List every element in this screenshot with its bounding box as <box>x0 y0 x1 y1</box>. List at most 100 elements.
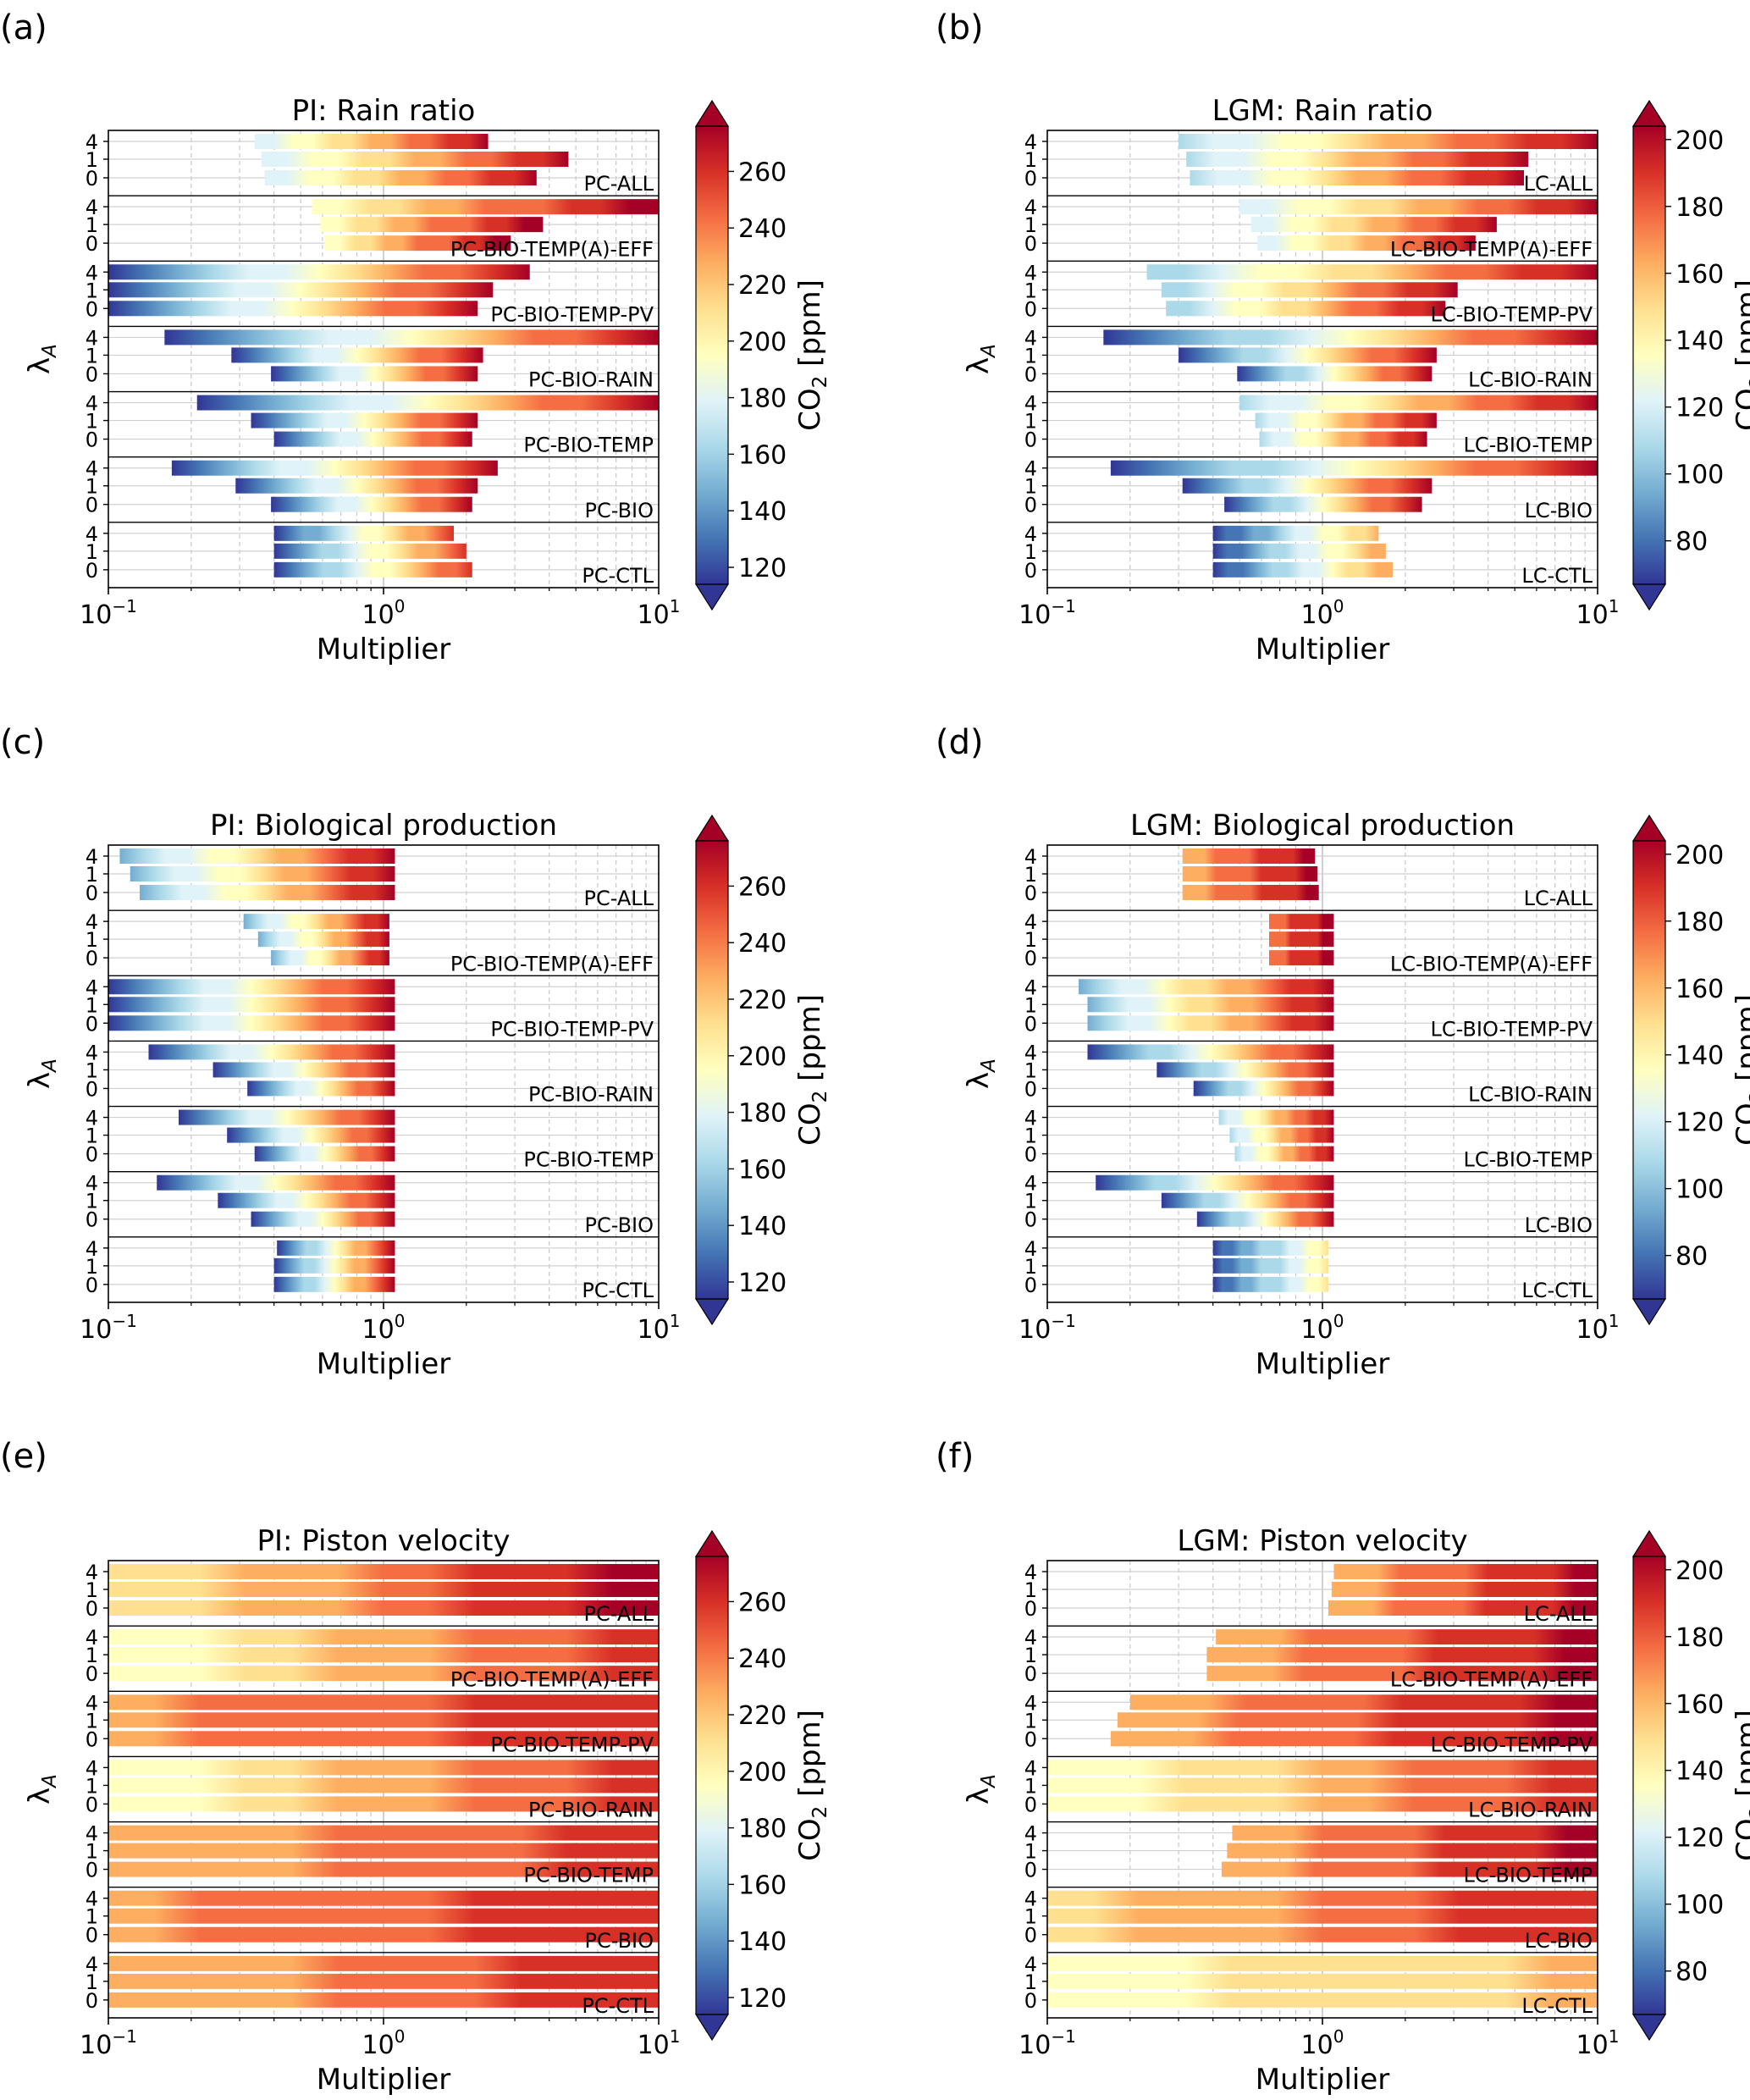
data-bar <box>1161 282 1458 298</box>
group-label: LC-BIO-TEMP(A)-EFF <box>1390 952 1593 975</box>
group-label: LC-ALL <box>1524 172 1593 196</box>
y-axis-label-sub: A <box>978 1774 1000 1789</box>
panel-letter: (c) <box>0 723 45 762</box>
data-bar <box>277 1240 395 1256</box>
lambda-tick-label: 4 <box>86 1822 98 1846</box>
group-label: PC-BIO-RAIN <box>528 368 654 392</box>
lambda-tick-label: 0 <box>1024 297 1037 321</box>
colorbar-tick-label: 180 <box>738 1099 787 1129</box>
lambda-tick-label: 0 <box>86 1012 98 1036</box>
colorbar-tick-label: 100 <box>1675 1175 1724 1205</box>
lambda-tick-label: 4 <box>1024 1626 1037 1650</box>
colorbar-tick-label: 140 <box>738 1927 787 1957</box>
x-tick-label: 101 <box>1576 2026 1620 2060</box>
colorbar-tick-label: 180 <box>738 384 787 414</box>
data-bar <box>1331 1582 1598 1597</box>
colorbar-tick-label: 160 <box>1675 975 1724 1004</box>
colorbar-label-sub: 2 <box>1747 1091 1750 1103</box>
lambda-tick-label: 0 <box>1024 1012 1037 1036</box>
data-bar <box>1212 1240 1328 1256</box>
colorbar-body <box>696 1556 728 2014</box>
y-axis-label-main: λ <box>23 1788 57 1804</box>
colorbar-label: CO2 [ppm] <box>793 1710 831 1861</box>
colorbar: 120 140 160 180 200 220 240 260 CO2 [ppm] <box>694 99 831 611</box>
data-bar <box>1157 1062 1334 1078</box>
lambda-tick-label: 0 <box>86 428 98 452</box>
lambda-tick-label: 4 <box>86 326 98 350</box>
group-label: PC-BIO-TEMP-PV <box>490 1017 654 1041</box>
data-bar <box>140 885 395 900</box>
data-bar <box>108 1825 659 1841</box>
lambda-tick-label: 1 <box>86 993 98 1017</box>
lambda-tick-label: 1 <box>1024 1970 1037 1994</box>
x-tick-label: 10−1 <box>1019 2026 1076 2060</box>
group-label: PC-CTL <box>582 1994 654 2018</box>
lambda-tick-label: 0 <box>1024 1662 1037 1686</box>
group-label: PC-CTL <box>582 1279 654 1302</box>
x-tick-base: 10 <box>1019 600 1051 630</box>
data-bar <box>273 1276 395 1292</box>
colorbar-min-extend <box>694 1298 730 1326</box>
lambda-tick-label: 1 <box>1024 863 1037 887</box>
y-axis-label-sub: A <box>39 1058 61 1074</box>
colorbar-tick-label: 160 <box>1675 260 1724 290</box>
data-bar <box>1096 1174 1334 1191</box>
lambda-tick-label: 0 <box>1024 167 1037 191</box>
colorbar-tick-label: 120 <box>1675 1108 1724 1138</box>
chart-title: PI: Piston velocity <box>257 1524 510 1558</box>
lambda-tick-label: 1 <box>86 344 98 368</box>
lambda-tick-label: 1 <box>86 213 98 237</box>
colorbar-max-extend <box>1631 814 1667 842</box>
lambda-tick-label: 1 <box>86 148 98 172</box>
lambda-tick-label: 0 <box>86 167 98 191</box>
data-bar <box>108 1955 659 1971</box>
lambda-tick-label: 0 <box>86 1597 98 1621</box>
x-tick-label: 101 <box>638 2026 681 2060</box>
x-tick-exponent: −1 <box>112 2026 136 2047</box>
lambda-tick-label: 4 <box>86 1953 98 1976</box>
data-bar <box>1186 152 1529 167</box>
lambda-tick-label: 0 <box>1024 559 1037 583</box>
data-bar <box>108 997 395 1013</box>
x-tick-base: 10 <box>1301 600 1333 630</box>
data-bar <box>130 866 395 881</box>
lambda-tick-label: 1 <box>1024 993 1037 1017</box>
data-bar <box>1259 431 1427 447</box>
chart-title: LGM: Biological production <box>1130 809 1515 843</box>
lambda-tick-label: 0 <box>86 1859 98 1882</box>
colorbar-tick-label: 220 <box>738 1701 787 1731</box>
x-tick-base: 10 <box>1019 2031 1051 2060</box>
data-bar <box>1166 301 1446 317</box>
colorbar-tick-label: 140 <box>1675 1042 1724 1071</box>
lambda-tick-label: 4 <box>1024 1561 1037 1584</box>
lambda-tick-label: 1 <box>1024 213 1037 237</box>
data-bar <box>108 264 530 280</box>
lambda-tick-label: 0 <box>86 297 98 321</box>
lambda-tick-label: 1 <box>86 928 98 952</box>
data-bar <box>108 1777 659 1793</box>
lambda-tick-label: 4 <box>1024 1172 1037 1196</box>
data-bar <box>251 1211 395 1227</box>
data-bar <box>108 979 395 995</box>
colorbar-tick-label: 180 <box>1675 908 1724 937</box>
data-bar <box>1232 1825 1598 1841</box>
group-label: PC-BIO-TEMP(A)-EFF <box>450 952 654 975</box>
data-bar <box>108 1760 659 1776</box>
x-tick-label: 10−1 <box>1019 1311 1076 1345</box>
lambda-tick-label: 4 <box>86 392 98 416</box>
colorbar-label: CO2 [ppm] <box>1731 1710 1750 1861</box>
x-tick-label: 101 <box>638 1311 681 1345</box>
x-tick-exponent: 0 <box>1333 1311 1344 1331</box>
data-bar <box>261 152 569 167</box>
colorbar: 120 140 160 180 200 220 240 260 CO2 [ppm] <box>694 814 831 1326</box>
colorbar-label-main: CO <box>793 1102 827 1146</box>
lambda-tick-label: 0 <box>1024 1208 1037 1232</box>
lambda-tick-label: 1 <box>86 1578 98 1602</box>
colorbar-body <box>696 841 728 1299</box>
data-bar <box>1047 1973 1598 1989</box>
colorbar-min-extend <box>1631 1298 1667 1326</box>
colorbar-tick-label: 200 <box>1675 126 1724 156</box>
lambda-tick-label: 1 <box>86 1644 98 1667</box>
lambda-tick-label: 0 <box>1024 232 1037 256</box>
data-bar <box>1190 170 1525 185</box>
